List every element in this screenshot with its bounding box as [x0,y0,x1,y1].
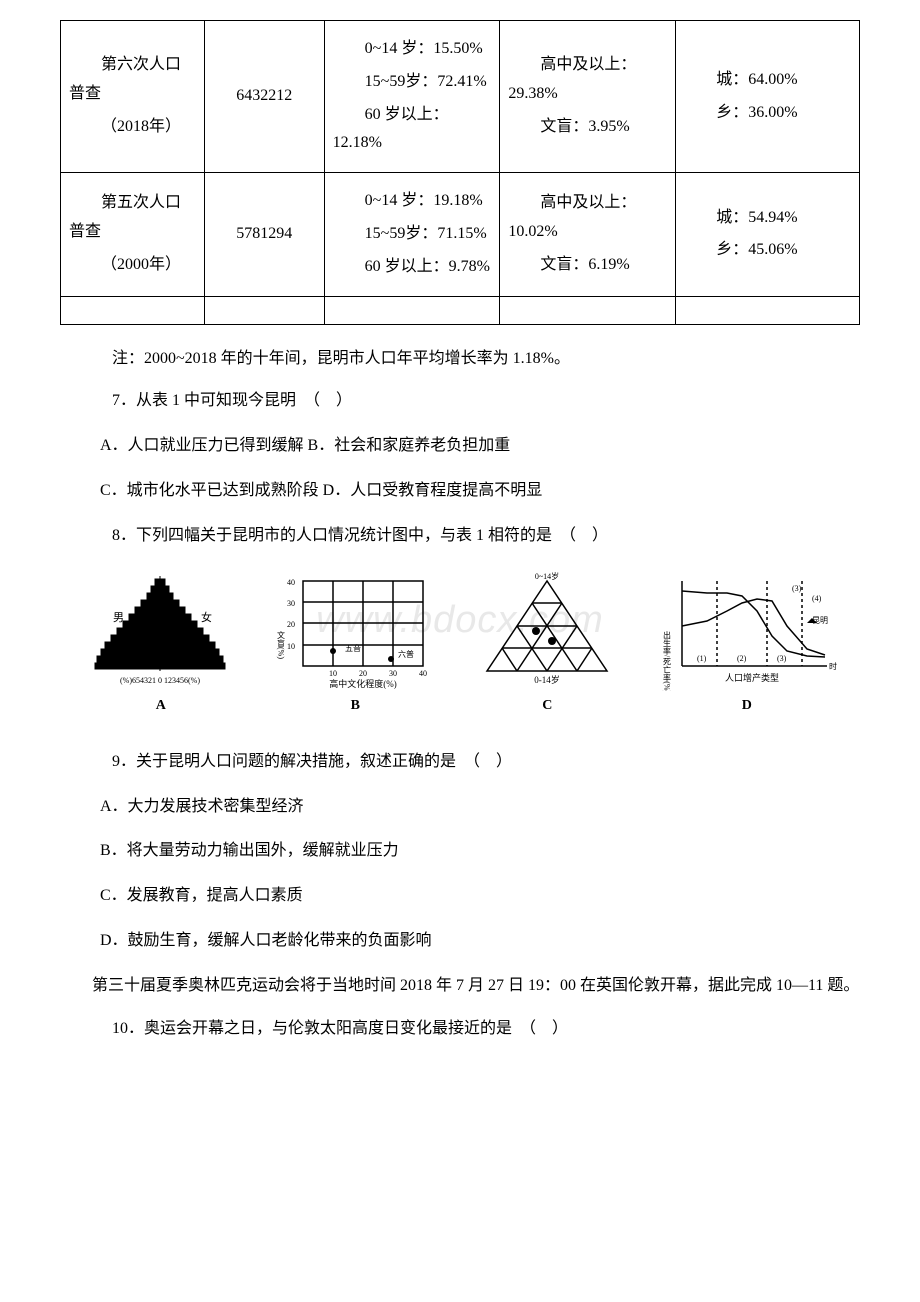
svg-text:20: 20 [287,620,295,629]
census-total-cell: 5781294 [204,173,324,296]
chart-d: 出生率/死亡率(%) (1) (2) (3) (4) (3) 昆明 时间 人口增… [657,571,837,718]
age-group: 15~59岁：71.15% [333,220,492,249]
chart-a-label: A [156,693,166,718]
chart-b: 40 30 20 10 文盲(%) 五音 六普 10 20 30 40 高中文化… [273,571,438,718]
q9-choice-c: C．发展教育，提高人口素质 [100,882,820,911]
age-group: 60 岁以上：9.78% [333,253,492,282]
census-year: （2018年） [69,113,196,142]
chart-c-top: 0~14岁 [535,571,559,581]
chart-a: 男 女 (%)654321 0 123456(%) A [83,571,238,718]
census-table: 第六次人口普查 （2018年） 6432212 0~14 岁：15.50% 15… [60,20,860,325]
svg-text:0-14岁: 0-14岁 [535,674,561,685]
loc-group: 乡：36.00% [684,99,851,128]
q7-choice-ab: A．人口就业压力已得到缓解 B．社会和家庭养老负担加重 [100,432,820,461]
census-edu-cell: 高中及以上：29.38% 文盲：3.95% [500,21,676,173]
census-loc-cell: 城：54.94% 乡：45.06% [676,173,860,296]
svg-text:30: 30 [389,669,397,678]
svg-text:文盲(%): 文盲(%) [276,630,285,659]
svg-text:女: 女 [201,610,212,624]
svg-text:时间: 时间 [829,661,837,671]
edu-group: 高中及以上：10.02% [508,189,667,247]
q8-charts: 男 女 (%)654321 0 123456(%) A 40 30 20 10 … [70,571,850,718]
q9-choice-b: B．将大量劳动力输出国外，缓解就业压力 [100,837,820,866]
census-total: 5781294 [213,220,316,249]
age-group: 15~59岁：72.41% [333,68,492,97]
census-age-cell: 0~14 岁：19.18% 15~59岁：71.15% 60 岁以上：9.78% [324,173,500,296]
q9-stem: 9．关于昆明人口问题的解决措施，叙述正确的是 （ ） [80,748,840,777]
loc-group: 城：64.00% [684,66,851,95]
svg-text:五音: 五音 [345,643,361,653]
table-note: 注：2000~2018 年的十年间，昆明市人口年平均增长率为 1.18%。 [80,345,840,374]
svg-text:(3): (3) [777,654,787,663]
edu-group: 高中及以上：29.38% [508,51,667,109]
edu-group: 文盲：6.19% [508,251,667,280]
chart-b-xlabel: 高中文化程度(%) [329,678,397,689]
olympics-intro: 第三十届夏季奥林匹克运动会将于当地时间 2018 年 7 月 27 日 19：0… [60,972,860,1001]
age-group: 60 岁以上：12.18% [333,101,492,159]
triangle-chart-icon: 0~14岁 0-14岁 [472,571,622,691]
census-name-cell: 第五次人口普查 （2000年） [61,173,205,296]
q7-choices: A．人口就业压力已得到缓解 B．社会和家庭养老负担加重 C．城市化水平已达到成熟… [100,432,820,506]
chart-d-label: D [742,693,752,718]
loc-group: 乡：45.06% [684,236,851,265]
svg-text:六普: 六普 [398,649,414,659]
census-edu-cell: 高中及以上：10.02% 文盲：6.19% [500,173,676,296]
q10-stem: 10．奥运会开幕之日，与伦敦太阳高度日变化最接近的是 （ ） [80,1015,840,1044]
table-empty-row [61,296,860,324]
grid-chart-icon: 40 30 20 10 文盲(%) 五音 六普 10 20 30 40 高中文化… [273,571,438,691]
census-total: 6432212 [213,82,316,111]
svg-text:30: 30 [287,599,295,608]
loc-group: 城：54.94% [684,204,851,233]
table-row: 第五次人口普查 （2000年） 5781294 0~14 岁：19.18% 15… [61,173,860,296]
svg-text:(2): (2) [737,654,747,663]
svg-text:(4): (4) [812,594,822,603]
census-name: 第五次人口普查 [69,189,196,247]
table-row: 第六次人口普查 （2018年） 6432212 0~14 岁：15.50% 15… [61,21,860,173]
chart-d-xlabel: 人口增产类型 [725,672,779,683]
census-age-cell: 0~14 岁：15.50% 15~59岁：72.41% 60 岁以上：12.18… [324,21,500,173]
census-total-cell: 6432212 [204,21,324,173]
edu-group: 文盲：3.95% [508,113,667,142]
census-name-cell: 第六次人口普查 （2018年） [61,21,205,173]
q8-stem: 8．下列四幅关于昆明市的人口情况统计图中，与表 1 相符的是 （ ） [80,522,840,551]
pyramid-icon: 男 女 (%)654321 0 123456(%) [83,571,238,691]
chart-b-label: B [351,693,360,718]
line-chart-icon: 出生率/死亡率(%) (1) (2) (3) (4) (3) 昆明 时间 人口增… [657,571,837,691]
svg-text:20: 20 [359,669,367,678]
chart-a-axis: (%)654321 0 123456(%) [120,676,200,685]
chart-c: 0~14岁 0-14岁 C [472,571,622,718]
census-year: （2000年） [69,251,196,280]
svg-text:40: 40 [419,669,427,678]
q9-choice-a: A．大力发展技术密集型经济 [100,793,820,822]
svg-text:(1): (1) [697,654,707,663]
svg-text:(3): (3) [792,584,802,593]
q9-choices: A．大力发展技术密集型经济 B．将大量劳动力输出国外，缓解就业压力 C．发展教育… [100,793,820,956]
chart-c-label: C [542,693,552,718]
q7-stem: 7．从表 1 中可知现今昆明 （ ） [80,387,840,416]
q9-choice-d: D．鼓励生育，缓解人口老龄化带来的负面影响 [100,927,820,956]
svg-text:男: 男 [113,612,124,624]
census-loc-cell: 城：64.00% 乡：36.00% [676,21,860,173]
census-name: 第六次人口普查 [69,51,196,109]
svg-text:10: 10 [287,642,295,651]
q7-choice-cd: C．城市化水平已达到成熟阶段 D．人口受教育程度提高不明显 [100,477,820,506]
svg-text:10: 10 [329,669,337,678]
age-group: 0~14 岁：19.18% [333,187,492,216]
svg-text:40: 40 [287,578,295,587]
svg-text:出生率/死亡率(%): 出生率/死亡率(%) [662,630,671,691]
age-group: 0~14 岁：15.50% [333,35,492,64]
